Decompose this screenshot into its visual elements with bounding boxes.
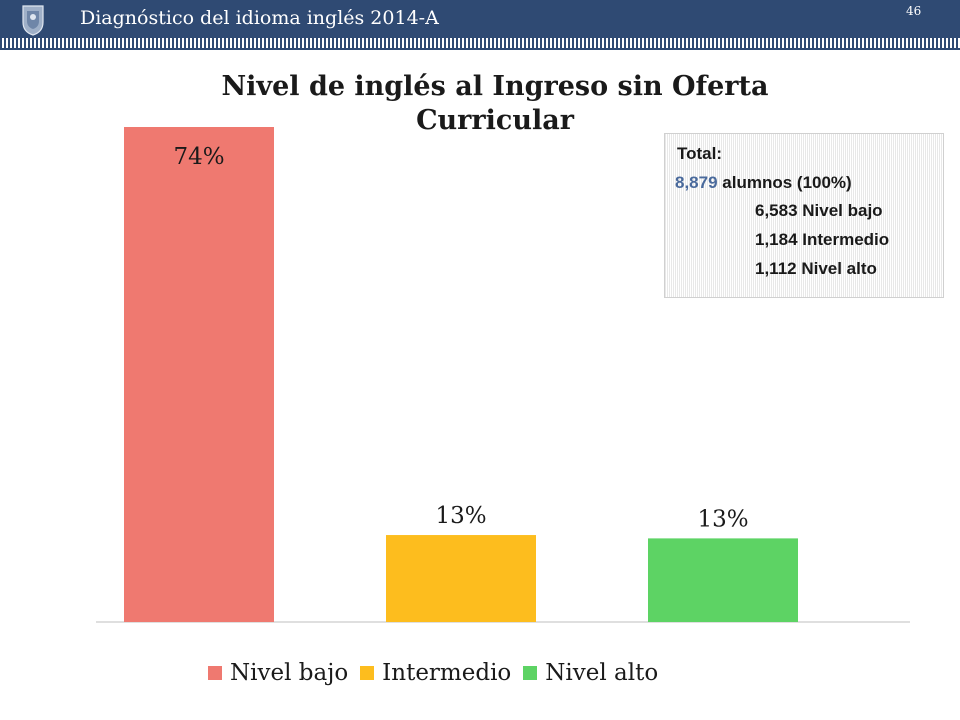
- header-bar: [0, 0, 960, 38]
- header-title: Diagnóstico del idioma inglés 2014-A: [80, 7, 439, 29]
- legend-item-alto: Nivel alto: [523, 660, 658, 686]
- legend-swatch-bajo: [208, 666, 222, 680]
- bar-bajo: [124, 127, 274, 622]
- data-label-bajo: 74%: [173, 144, 224, 170]
- header-divider: [0, 48, 960, 50]
- summary-line-intermedio: 1,184 Intermedio: [755, 230, 890, 249]
- chart-title: Nivel de inglés al Ingreso sin Oferta Cu…: [221, 71, 769, 136]
- data-label-alto: 13%: [697, 506, 748, 532]
- bar-intermedio: [386, 535, 536, 622]
- summary-line-bajo: 6,583 Nivel bajo: [755, 201, 883, 220]
- header-stripes: [0, 38, 960, 48]
- page-number: 46: [906, 4, 922, 18]
- legend-label-bajo: Nivel bajo: [230, 660, 349, 686]
- legend-item-bajo: Nivel bajo: [208, 660, 348, 686]
- legend-label-intermedio: Intermedio: [382, 660, 512, 686]
- summary-total: 8,879 alumnos (100%): [675, 173, 852, 193]
- legend-item-intermedio: Intermedio: [360, 660, 511, 686]
- legend-label-alto: Nivel alto: [545, 660, 659, 686]
- legend-swatch-intermedio: [360, 666, 375, 680]
- chart-legend: Nivel bajo Intermedio Nivel alto: [208, 660, 670, 686]
- summary-total-suffix: alumnos (100%): [722, 173, 852, 192]
- summary-box: Total: 8,879 alumnos (100%) 6,583 Nivel …: [664, 133, 944, 298]
- summary-total-count: 8,879: [675, 173, 718, 192]
- summary-line-alto: 1,112 Nivel alto: [755, 259, 877, 278]
- legend-swatch-alto: [523, 666, 538, 680]
- university-crest-icon: [22, 5, 44, 36]
- bar-alto: [648, 538, 798, 622]
- data-label-intermedio: 13%: [435, 503, 486, 529]
- summary-heading: Total:: [677, 144, 723, 163]
